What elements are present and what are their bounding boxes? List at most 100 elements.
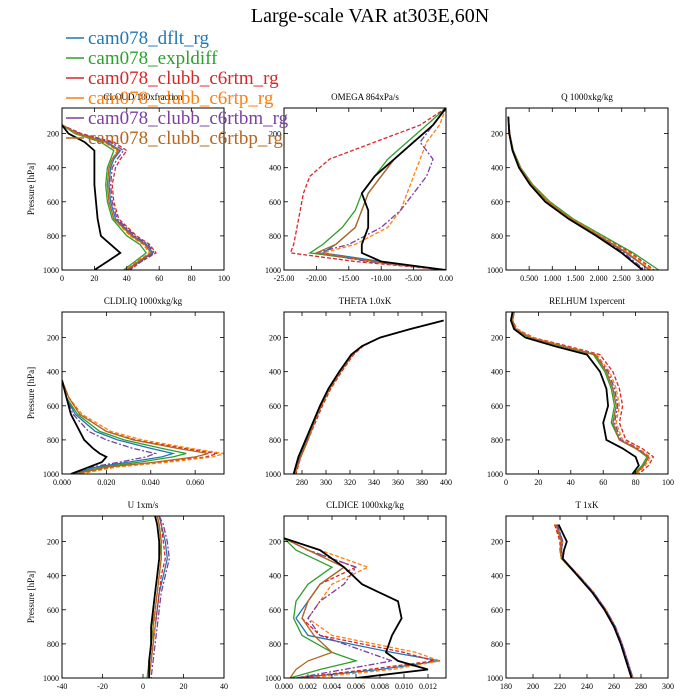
chart-panel-9: T 1xK 180 200 220 240 260 280 300 200 400 600 800 10…: [487, 500, 674, 691]
x-tick-label: 0.004: [323, 682, 341, 691]
x-tick-label: 0.008: [371, 682, 389, 691]
y-tick-label: 800: [491, 232, 503, 241]
y-tick-label: 1000: [487, 470, 503, 479]
plot-frame: [61, 515, 225, 679]
panel-title: CLOUD 100xfraction: [103, 92, 183, 102]
x-tick-label: 0.012: [419, 682, 437, 691]
x-tick-label: 360: [392, 478, 404, 487]
plot-frame: [505, 311, 669, 475]
y-tick-label: 600: [491, 198, 503, 207]
series-line-cam078_clubb_c6rtm_rg: [507, 116, 655, 270]
y-tick-label: 800: [491, 436, 503, 445]
series-line-cam078_clubb_c6rtm_rg: [62, 124, 157, 270]
x-tick-label: 0.006: [347, 682, 365, 691]
chart-panel-5: THETA 1.0xK 280 300 320 340 360 380 400 200 400 60…: [265, 296, 452, 487]
panel-title: RELHUM 1xpercent: [549, 296, 625, 306]
y-tick-label: 1000: [487, 674, 503, 683]
y-tick-label: 600: [269, 198, 281, 207]
y-tick-label: 200: [47, 538, 59, 547]
series-line-cam078_clubb_c6rtbm_rg: [316, 108, 446, 270]
series-line-cam078_clubb_c6rtbm_rg: [556, 524, 634, 678]
y-tick-label: 400: [269, 572, 281, 581]
series-line-cam078_dflt_rg: [284, 537, 441, 678]
series-line-cam078_clubb_c6rtbp_rg: [507, 116, 650, 270]
series-line-obs: [292, 319, 444, 474]
series-line-cam078_dflt_rg: [507, 116, 650, 270]
chart-panel-3: Q 1000xkg/kg 0.500 1.000 1.500 2.000 2.500 3.0…: [487, 92, 669, 283]
x-tick-label: 60: [599, 478, 607, 487]
x-tick-label: 400: [440, 478, 452, 487]
series-line-cam078_expldiff: [507, 116, 660, 270]
x-tick-label: -20: [97, 682, 108, 691]
series-line-obs: [148, 516, 161, 678]
series-group: [284, 537, 443, 678]
x-tick-label: 180: [500, 682, 512, 691]
legend-entry: cam078_clubb_c6rtm_rg: [88, 68, 279, 89]
x-tick-label: 0.040: [142, 478, 160, 487]
series-line-cam078_clubb_c6rtbp_rg: [314, 108, 446, 270]
y-tick-label: 600: [491, 402, 503, 411]
panel-title: CLDICE 1000xkg/kg: [326, 500, 404, 510]
series-line-cam078_clubb_c6rtm_rg: [289, 108, 446, 270]
y-tick-label: 400: [269, 368, 281, 377]
plot-frame: [505, 515, 669, 679]
x-tick-label: 1.500: [566, 274, 584, 283]
y-axis-label: Pressure [hPa]: [26, 571, 36, 623]
panel-title: Q 1000xkg/kg: [561, 92, 613, 102]
y-tick-label: 200: [491, 334, 503, 343]
x-tick-label: 1.000: [543, 274, 561, 283]
plot-frame: [61, 107, 225, 271]
series-line-cam078_expldiff: [62, 124, 148, 270]
y-tick-label: 600: [47, 402, 59, 411]
y-tick-label: 400: [47, 164, 59, 173]
x-tick-label: 0: [60, 274, 64, 283]
x-tick-label: 2.000: [590, 274, 608, 283]
series-group: [62, 379, 224, 474]
x-tick-label: -25.00: [274, 274, 295, 283]
y-tick-label: 200: [269, 538, 281, 547]
panel-title: OMEGA 864xPa/s: [331, 92, 399, 102]
y-tick-label: 800: [47, 436, 59, 445]
series-line-cam078_clubb_c6rtm_rg: [553, 524, 634, 678]
y-tick-label: 1000: [265, 674, 281, 683]
series-line-cam078_clubb_c6rtm_rg: [284, 537, 435, 678]
x-tick-label: 80: [632, 478, 640, 487]
panel-title: T 1xK: [575, 500, 599, 510]
y-tick-label: 200: [269, 130, 281, 139]
y-tick-label: 800: [47, 232, 59, 241]
chart-panel-2: OMEGA 864xPa/s -25.00 -20.00 -15.00 -10.00 -5…: [265, 92, 453, 283]
y-tick-label: 800: [491, 640, 503, 649]
series-group: [62, 124, 157, 270]
series-line-cam078_expldiff: [62, 380, 187, 474]
series-line-cam078_clubb_c6rtbm_rg: [62, 124, 156, 270]
legend-entry: cam078_clubb_c6rtp_rg: [88, 88, 274, 109]
chart-panel-6: RELHUM 1xpercent 0 20 40 60 80 100 200 400 600 800…: [487, 296, 674, 487]
x-tick-label: 20: [180, 682, 188, 691]
series-line-cam078_dflt_rg: [62, 124, 154, 270]
figure-title: Large-scale VAR at303E,60N: [251, 5, 489, 27]
x-tick-label: 20: [90, 274, 98, 283]
series-line-cam078_dflt_rg: [62, 380, 176, 474]
y-tick-label: 400: [269, 164, 281, 173]
series-line-cam078_clubb_c6rtbm_rg: [150, 516, 170, 678]
y-tick-label: 600: [269, 606, 281, 615]
x-tick-label: 100: [218, 274, 230, 283]
x-tick-label: 0.060: [186, 478, 204, 487]
panel-title: CLDLIQ 1000xkg/kg: [104, 296, 183, 306]
y-tick-label: 200: [47, 130, 59, 139]
legend: cam078_dflt_rgcam078_expldiffcam078_club…: [66, 28, 289, 149]
x-tick-label: -40: [57, 682, 68, 691]
series-line-cam078_clubb_c6rtbp_rg: [62, 379, 209, 474]
series-line-obs: [507, 116, 644, 270]
chart-panel-1: CLOUD 100xfraction 0 20 40 60 80 100 200 400 600 8…: [26, 92, 230, 283]
x-tick-label: 0.020: [97, 478, 115, 487]
x-tick-label: 80: [188, 274, 196, 283]
y-tick-label: 800: [269, 436, 281, 445]
x-tick-label: 300: [320, 478, 332, 487]
x-tick-label: 200: [527, 682, 539, 691]
plot-frame: [283, 311, 447, 475]
series-line-cam078_clubb_c6rtbm_rg: [284, 537, 395, 678]
y-tick-label: 1000: [43, 674, 59, 683]
y-tick-label: 1000: [265, 266, 281, 275]
